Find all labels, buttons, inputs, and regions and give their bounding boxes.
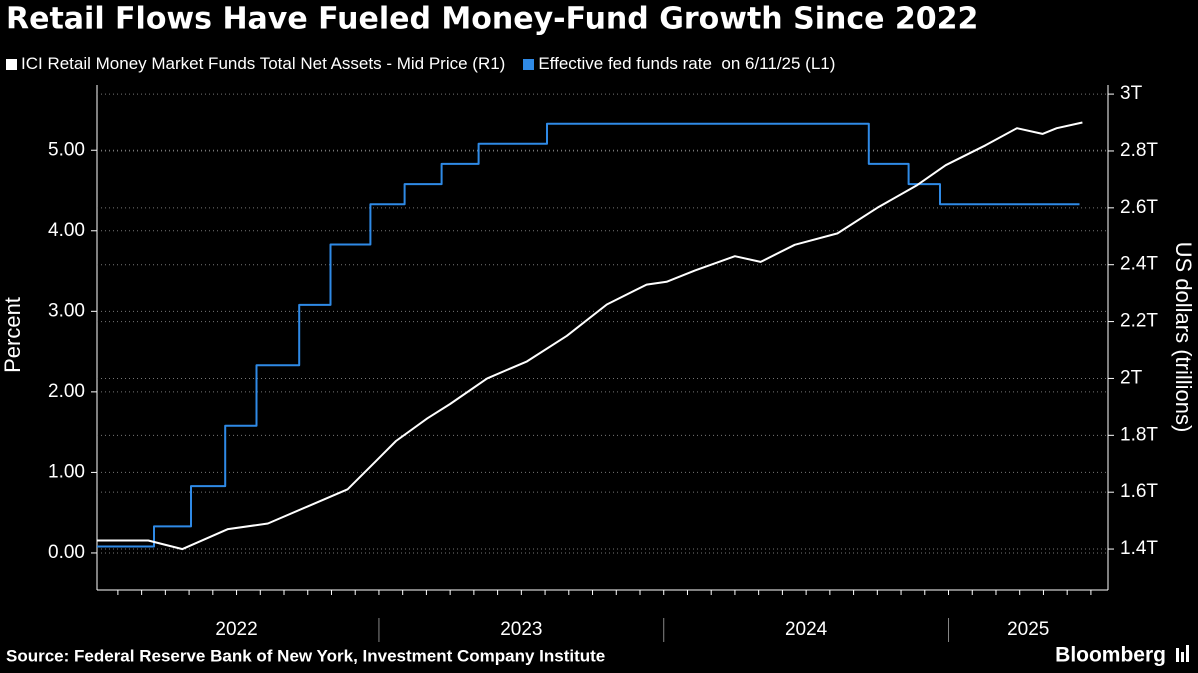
x-tick-label: 2024 xyxy=(785,619,828,640)
y2-tick-label: 2.6T xyxy=(1120,197,1158,218)
y2-tick-label: 2.2T xyxy=(1120,311,1158,332)
brand-icon xyxy=(1176,645,1189,662)
y-tick-label: 3.00 xyxy=(48,300,85,321)
y-tick-label: 4.00 xyxy=(48,220,85,241)
brand: Bloomberg xyxy=(1055,644,1166,667)
y2-tick-label: 2.4T xyxy=(1120,254,1158,275)
series-line xyxy=(97,122,1080,548)
y2-axis-label: US dollars (trillions) xyxy=(1171,242,1196,433)
x-tick-label: 2025 xyxy=(1007,619,1049,640)
legend-swatch xyxy=(6,59,17,70)
legend-swatch xyxy=(523,59,535,70)
y-tick-label: 1.00 xyxy=(48,461,85,482)
y2-tick-label: 1.6T xyxy=(1120,481,1158,502)
legend-label: Effective fed funds rate on 6/11/25 (L1) xyxy=(538,54,836,73)
y2-tick-label: 1.8T xyxy=(1120,424,1158,445)
y-tick-label: 2.00 xyxy=(48,381,85,402)
source-note: Source: Federal Reserve Bank of New York… xyxy=(6,646,605,665)
legend-item: ICI Retail Money Market Funds Total Net … xyxy=(6,54,505,74)
x-tick-label: 2023 xyxy=(500,619,542,640)
legend-item: Effective fed funds rate on 6/11/25 (L1) xyxy=(523,54,835,74)
legend: ICI Retail Money Market Funds Total Net … xyxy=(6,54,835,74)
y-axis-label: Percent xyxy=(0,297,25,373)
y-tick-label: 5.00 xyxy=(48,139,85,160)
series-line xyxy=(97,121,1083,551)
chart-title: Retail Flows Have Fueled Money-Fund Grow… xyxy=(6,2,978,37)
legend-label: ICI Retail Money Market Funds Total Net … xyxy=(21,54,506,73)
y2-tick-label: 2T xyxy=(1120,367,1143,388)
y2-tick-label: 2.8T xyxy=(1120,140,1158,161)
x-tick-label: 2022 xyxy=(215,619,257,640)
y2-tick-label: 3T xyxy=(1120,83,1143,104)
y2-tick-label: 1.4T xyxy=(1120,538,1158,559)
y-tick-label: 0.00 xyxy=(48,542,85,563)
